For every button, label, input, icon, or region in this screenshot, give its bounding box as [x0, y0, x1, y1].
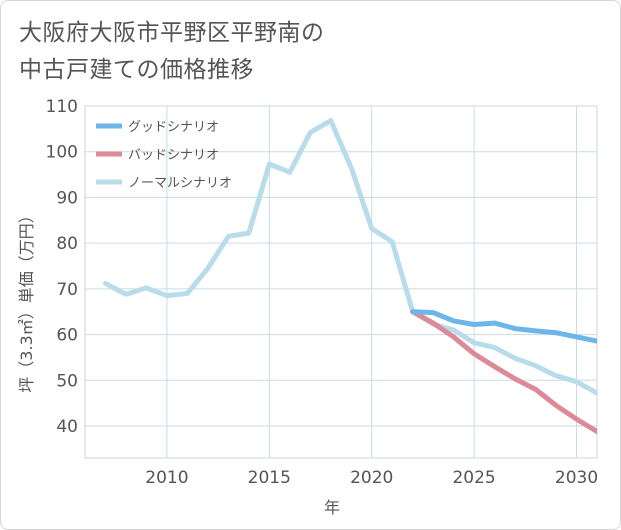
x-tick-label: 2015	[248, 468, 291, 488]
y-tick-label: 90	[56, 188, 78, 208]
y-tick-label: 40	[56, 417, 78, 437]
plot-area	[84, 105, 598, 459]
series-line	[103, 118, 597, 396]
x-tick-label: 2020	[350, 468, 393, 488]
x-tick-labels: 2010 2015 2020 2025 2030	[145, 468, 598, 488]
legend-label: グッドシナリオ	[128, 120, 219, 135]
x-tick-label: 2010	[145, 468, 188, 488]
y-tick-label: 70	[56, 280, 78, 300]
legend-label: バッドシナリオ	[128, 148, 219, 163]
y-tick-labels: 40 50 60 70 80 90 100 110	[46, 97, 78, 437]
chart-title-line-1: 大阪府大阪市平野区平野南の	[19, 20, 325, 46]
y-tick-label: 100	[46, 143, 78, 163]
y-tick-label: 110	[46, 97, 78, 117]
series-line	[410, 309, 597, 434]
y-tick-label: 80	[56, 234, 78, 254]
series-lines	[103, 118, 597, 434]
y-tick-label: 60	[56, 326, 78, 346]
series-line	[410, 309, 597, 344]
legend-label: ノーマルシナリオ	[128, 176, 232, 191]
y-tick-label: 50	[56, 371, 78, 391]
chart-title: 大阪府大阪市平野区平野南の 中古戸建ての価格推移	[19, 15, 579, 89]
x-tick-label: 2025	[452, 468, 495, 488]
x-axis-label: 年	[324, 498, 340, 517]
x-tick-label: 2030	[555, 468, 598, 488]
grid-lines	[85, 105, 597, 458]
y-axis-label: 坪（3.3㎡）単価（万円）	[17, 207, 36, 392]
chart-title-line-2: 中古戸建ての価格推移	[19, 57, 254, 83]
